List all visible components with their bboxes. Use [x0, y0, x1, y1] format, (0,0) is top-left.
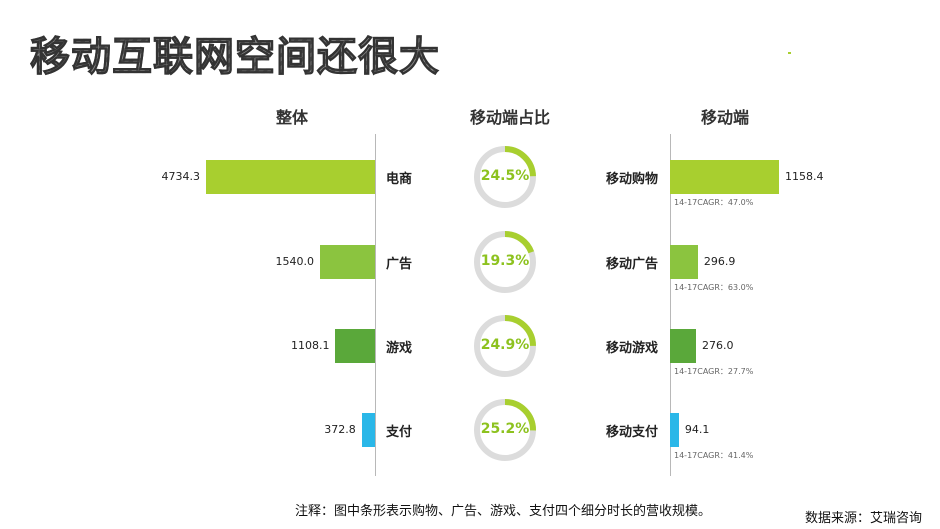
overall-category-label: 游戏 — [386, 341, 413, 356]
mobile-cagr-label: 14-17CAGR：47.0% — [674, 198, 754, 207]
mobile-category-label: 移动广告 — [605, 257, 658, 272]
mobile-bar — [670, 245, 698, 279]
mobile-cagr-label: 14-17CAGR：27.7% — [674, 367, 754, 376]
mobile-axis — [670, 134, 671, 476]
decorative-dot — [788, 52, 791, 54]
share-donut — [474, 146, 536, 208]
header-overall: 整体 — [275, 108, 308, 127]
mobile-value-label: 94.1 — [684, 423, 710, 436]
share-value-label: 24.9% — [480, 337, 530, 353]
page-title: 移动互联网空间还很大 — [30, 24, 440, 82]
share-donut-arc — [474, 146, 536, 208]
overall-value-label: 1108.1 — [290, 339, 330, 352]
mobile-bar — [670, 413, 679, 447]
mobile-cagr-label: 14-17CAGR：63.0% — [674, 283, 754, 292]
header-mobile: 移动端 — [700, 108, 749, 127]
share-value-label: 25.2% — [480, 421, 530, 437]
overall-bar — [320, 245, 375, 279]
data-source: 数据来源：艾瑞咨询 — [805, 511, 923, 526]
mobile-bar — [670, 329, 696, 363]
overall-value-label: 372.8 — [324, 423, 356, 436]
overall-value-label: 4734.3 — [161, 170, 201, 183]
overall-axis — [375, 134, 376, 476]
overall-category-label: 支付 — [386, 425, 413, 440]
share-value-label: 19.3% — [480, 253, 530, 269]
share-donut-arc — [474, 231, 536, 293]
mobile-category-label: 移动游戏 — [605, 341, 658, 356]
mobile-value-label: 296.9 — [703, 255, 736, 268]
mobile-bar — [670, 160, 779, 194]
overall-value-label: 1540.0 — [275, 255, 315, 268]
mobile-category-label: 移动支付 — [605, 425, 658, 440]
mobile-value-label: 276.0 — [701, 339, 734, 352]
mobile-value-label: 1158.4 — [785, 170, 824, 183]
mobile-cagr-label: 14-17CAGR：41.4% — [674, 451, 754, 460]
share-donut — [474, 399, 536, 461]
share-donut — [474, 231, 536, 293]
share-donut-arc — [474, 399, 536, 461]
overall-category-label: 电商 — [386, 172, 413, 187]
share-value-label: 24.5% — [480, 168, 530, 184]
footnote: 注释：图中条形表示购物、广告、游戏、支付四个细分时长的营收规模。 — [295, 504, 712, 519]
overall-bar — [335, 329, 375, 363]
overall-bar — [206, 160, 375, 194]
share-donut-arc — [474, 315, 536, 377]
overall-category-label: 广告 — [386, 257, 413, 272]
header-share: 移动端占比 — [469, 108, 550, 127]
mobile-category-label: 移动购物 — [605, 172, 658, 187]
overall-bar — [361, 413, 375, 447]
share-donut — [474, 315, 536, 377]
